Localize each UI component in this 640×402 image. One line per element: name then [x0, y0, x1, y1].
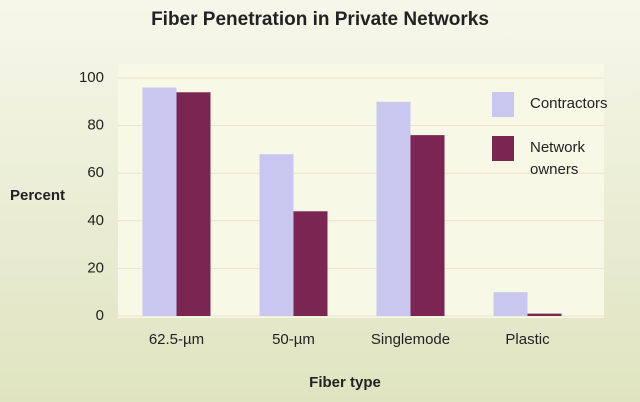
bar — [176, 92, 211, 316]
legend-label: Network owners — [530, 139, 586, 178]
y-tick-label: 20 — [87, 259, 104, 276]
x-tick-label: Singlemode — [371, 331, 450, 348]
bar — [293, 211, 328, 316]
x-tick-label: Plastic — [505, 331, 550, 348]
y-tick-label: 40 — [87, 212, 104, 229]
chart-title: Fiber Penetration in Private Networks — [151, 9, 489, 30]
legend-swatch — [492, 92, 514, 117]
bar — [410, 135, 445, 316]
y-tick-label: 0 — [96, 307, 104, 324]
x-axis-label: Fiber type — [309, 374, 381, 391]
x-tick-label: 62.5-µm — [149, 331, 204, 348]
y-tick-label: 80 — [87, 117, 104, 134]
bar — [527, 313, 562, 316]
y-tick-label: 60 — [87, 164, 104, 181]
y-axis-label: Percent — [10, 187, 65, 204]
bar — [376, 101, 411, 316]
legend-label: Contractors — [530, 95, 608, 112]
x-tick-label: 50-µm — [272, 331, 315, 348]
bar — [142, 87, 177, 317]
bar — [493, 292, 528, 316]
y-tick-label: 100 — [79, 69, 104, 86]
legend-swatch — [492, 136, 514, 161]
bar — [259, 154, 294, 316]
